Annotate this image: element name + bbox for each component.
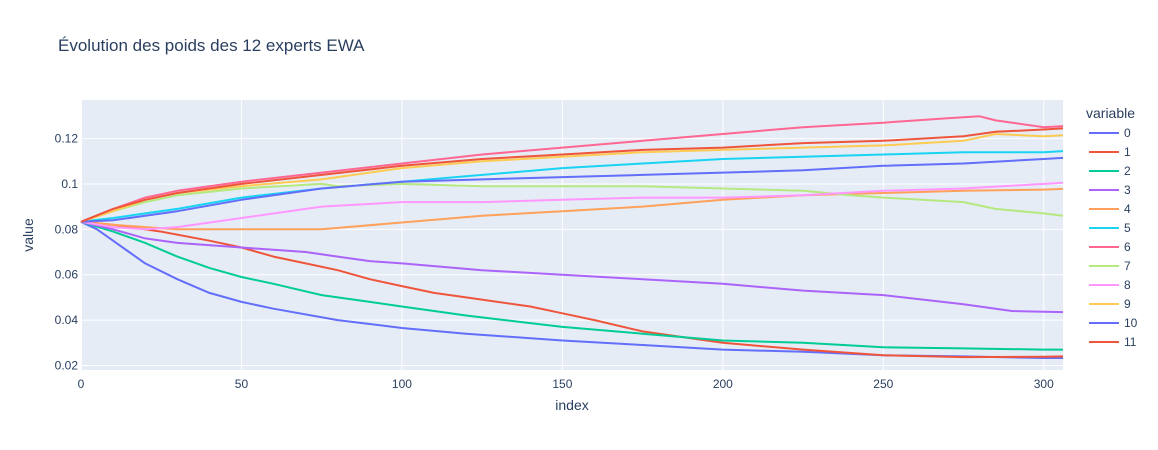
y-tick-label: 0.06 xyxy=(55,268,79,282)
series-line-11 xyxy=(80,127,1064,223)
legend-label-7: 7 xyxy=(1124,259,1131,273)
series-line-1 xyxy=(80,220,1064,359)
x-tick-label: 200 xyxy=(713,377,733,391)
y-tick-label: 0.04 xyxy=(55,313,79,327)
x-tick-label: 300 xyxy=(1034,377,1054,391)
plot-area xyxy=(81,100,1063,370)
y-tick-label: 0.02 xyxy=(55,358,79,372)
legend-label-5: 5 xyxy=(1124,221,1131,235)
chart-title: Évolution des poids des 12 experts EWA xyxy=(58,36,365,55)
series-line-3 xyxy=(80,220,1064,314)
legend: variable 0 1 2 3 4 5 6 7 8 9 10 11 xyxy=(1086,105,1138,349)
y-tick-label: 0.08 xyxy=(55,222,79,236)
legend-label-2: 2 xyxy=(1124,164,1131,178)
legend-label-1: 1 xyxy=(1124,145,1131,159)
legend-label-11: 11 xyxy=(1124,335,1137,349)
series-line-5 xyxy=(80,150,1064,223)
x-tick-label: 250 xyxy=(873,377,893,391)
series-line-8 xyxy=(80,181,1064,231)
x-tick-label: 150 xyxy=(552,377,572,391)
y-axis-title: value xyxy=(20,218,36,252)
legend-label-8: 8 xyxy=(1124,278,1131,292)
legend-title: variable xyxy=(1086,105,1135,121)
legend-label-10: 10 xyxy=(1124,316,1138,330)
series-line-10 xyxy=(80,156,1064,223)
x-axis-ticks: 0 50 100 150 200 250 300 xyxy=(78,377,1054,391)
x-tick-label: 0 xyxy=(78,377,85,391)
y-tick-label: 0.12 xyxy=(55,132,79,146)
y-axis-ticks: 0.02 0.04 0.06 0.08 0.1 0.12 xyxy=(55,132,79,373)
legend-label-3: 3 xyxy=(1124,183,1131,197)
series-lines xyxy=(80,115,1064,359)
legend-label-4: 4 xyxy=(1124,202,1131,216)
legend-label-9: 9 xyxy=(1124,297,1131,311)
x-axis-title: index xyxy=(555,397,588,413)
y-tick-label: 0.1 xyxy=(61,177,78,191)
series-line-6 xyxy=(80,115,1064,223)
legend-label-0: 0 xyxy=(1124,126,1131,140)
series-line-7 xyxy=(80,182,1064,223)
x-tick-label: 50 xyxy=(235,377,249,391)
legend-label-6: 6 xyxy=(1124,240,1131,254)
x-tick-label: 100 xyxy=(392,377,412,391)
series-line-2 xyxy=(80,220,1063,351)
